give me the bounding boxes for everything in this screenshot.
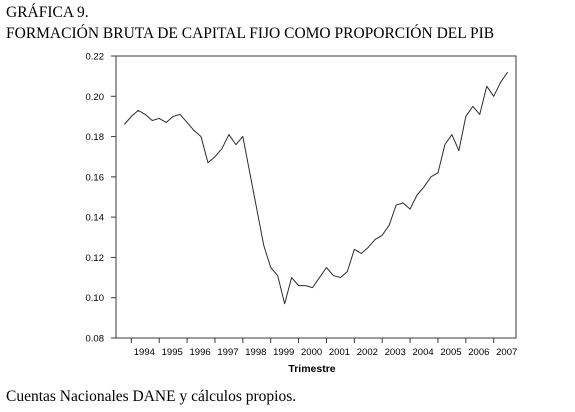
y-tick-label: 0.22	[86, 52, 105, 63]
x-tick-label: 2006	[468, 347, 489, 358]
x-tick-label: 1997	[217, 347, 238, 358]
x-tick-label: 2007	[496, 347, 517, 358]
series-line-layer	[123, 71, 509, 305]
x-tick-label: 1994	[134, 347, 155, 358]
source-note: Cuentas Nacionales DANE y cálculos propi…	[6, 388, 297, 405]
x-tick-label: 1998	[245, 347, 266, 358]
series-line	[123, 71, 509, 305]
x-tick-label: 2000	[301, 347, 322, 358]
x-tick-label: 2003	[385, 347, 406, 358]
x-tick-label: 2002	[357, 347, 378, 358]
figure-title: FORMACIÓN BRUTA DE CAPITAL FIJO COMO PRO…	[6, 25, 495, 42]
x-axis-title: Trimestre	[288, 363, 335, 375]
plot-frame-layer	[115, 55, 517, 339]
y-tick-label: 0.16	[86, 172, 105, 183]
y-tick-label: 0.18	[86, 132, 105, 143]
line-chart: 0.08 0.10 0.12 0.14 0.16 0.18 0.20 0.22 1994 1995…	[86, 52, 518, 376]
figure-number: GRÁFICA 9.	[6, 4, 89, 21]
x-tick-label: 2005	[440, 347, 461, 358]
y-tick-label: 0.10	[86, 293, 105, 304]
y-tick-label: 0.14	[86, 213, 105, 224]
y-tick-label: 0.20	[86, 92, 105, 103]
plot-frame	[115, 55, 517, 339]
x-tick-label: 1999	[273, 347, 294, 358]
x-tick-label: 2004	[413, 347, 434, 358]
x-tick-label: 1995	[162, 347, 183, 358]
y-tick-label: 0.08	[86, 334, 105, 345]
x-tick-label: 2001	[329, 347, 350, 358]
y-tick-label: 0.12	[86, 253, 105, 264]
axis-ticks-layer: 0.08 0.10 0.12 0.14 0.16 0.18 0.20 0.22 1994 1995…	[86, 52, 518, 359]
x-tick-label: 1996	[190, 347, 211, 358]
